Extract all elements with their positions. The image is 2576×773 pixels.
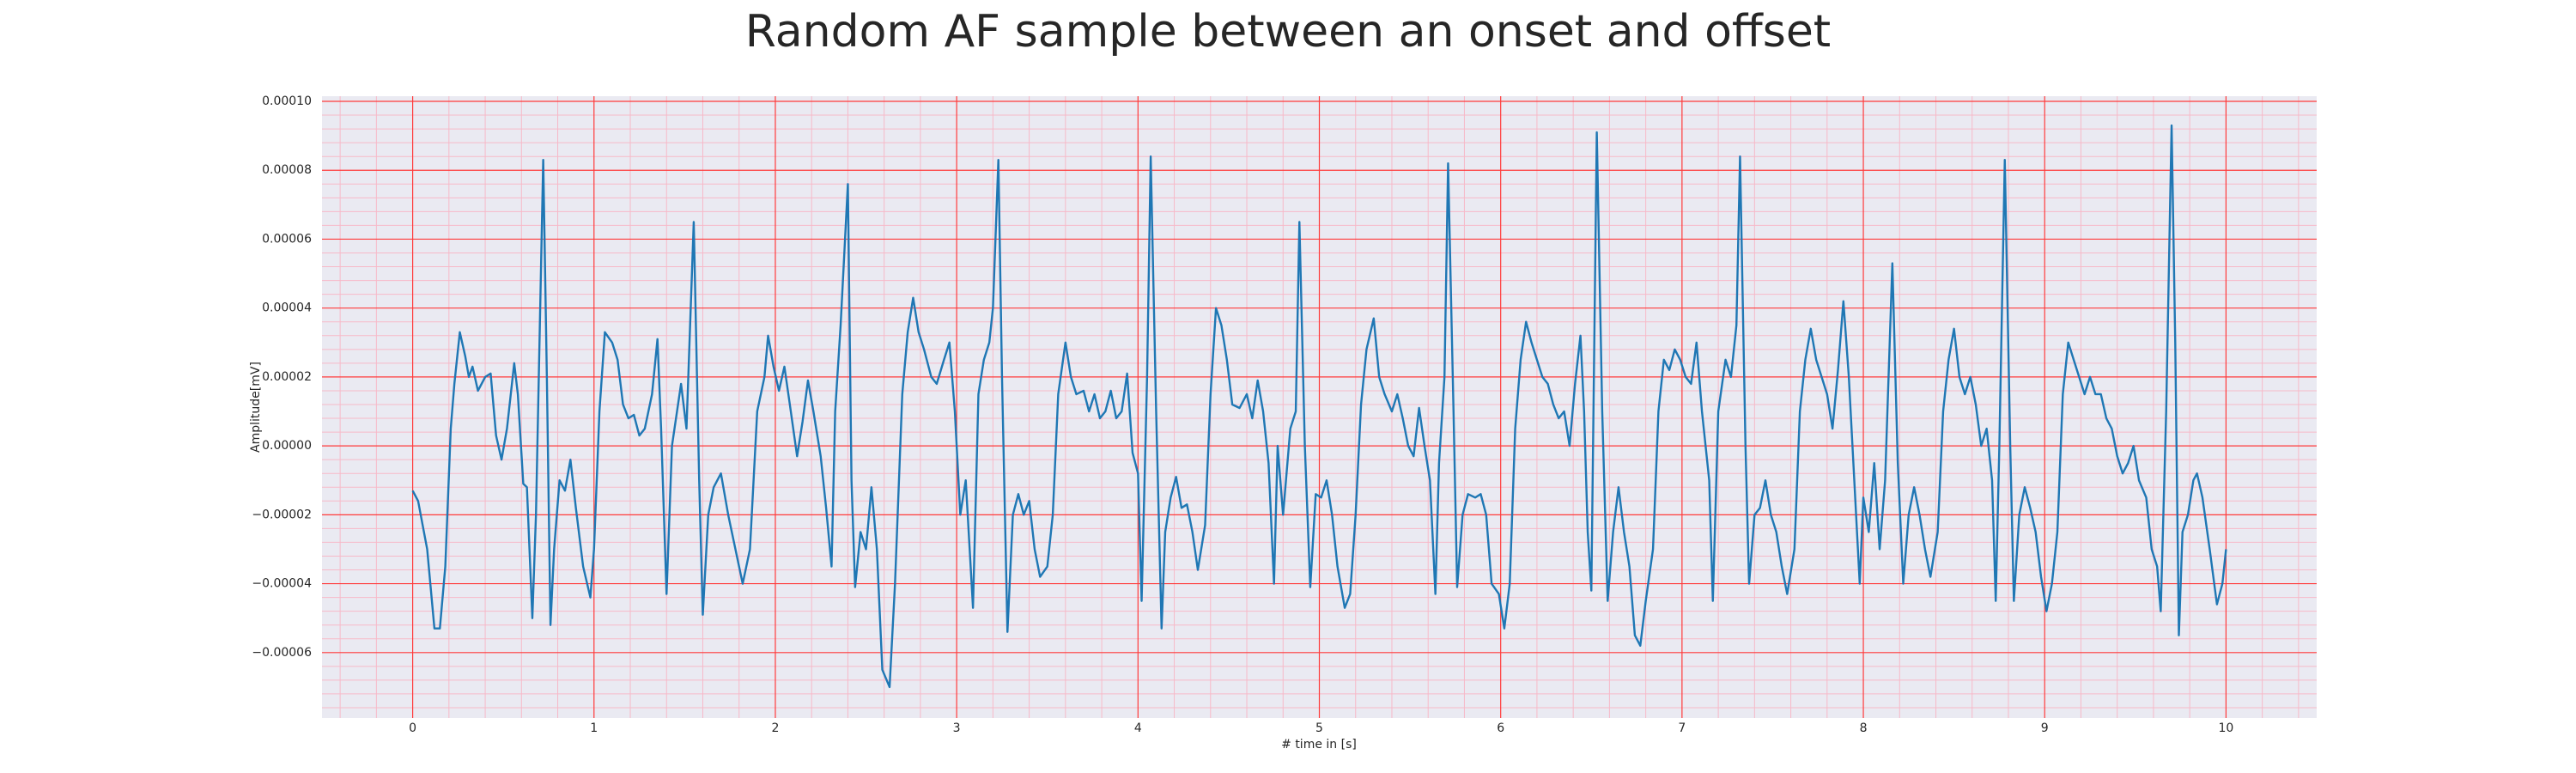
y-tick-label: 0.00008 [262,163,312,177]
y-tick-label: 0.00010 [262,94,312,108]
x-axis-label: # time in [s] [1281,738,1357,752]
y-tick-label: −0.00006 [252,646,312,660]
marks [411,124,2227,689]
y-tick-label: 0.00000 [262,439,312,453]
grid [322,96,2317,718]
x-tick-label: 6 [1497,721,1504,735]
x-tick-label: 2 [771,721,779,735]
x-tick-label: 9 [2041,721,2049,735]
signal-line [411,124,2227,689]
x-tick-label: 5 [1315,721,1323,735]
x-tick-label: 3 [953,721,961,735]
chart-title: Random AF sample between an onset and of… [745,6,1831,58]
x-tick-label: 8 [1860,721,1868,735]
y-tick-label: −0.00002 [252,508,312,521]
y-tick-label: 0.00002 [262,370,312,384]
x-tick-label: 10 [2218,721,2233,735]
x-tick-label: 1 [590,721,598,735]
x-tick-label: 7 [1678,721,1686,735]
y-tick-label: 0.00004 [262,301,312,315]
x-tick-label: 0 [409,721,416,735]
y-tick-label: 0.00006 [262,232,312,246]
y-tick-label: −0.00004 [252,577,312,591]
y-axis-label: Amplitude[mV] [249,362,263,453]
x-tick-label: 4 [1134,721,1142,735]
